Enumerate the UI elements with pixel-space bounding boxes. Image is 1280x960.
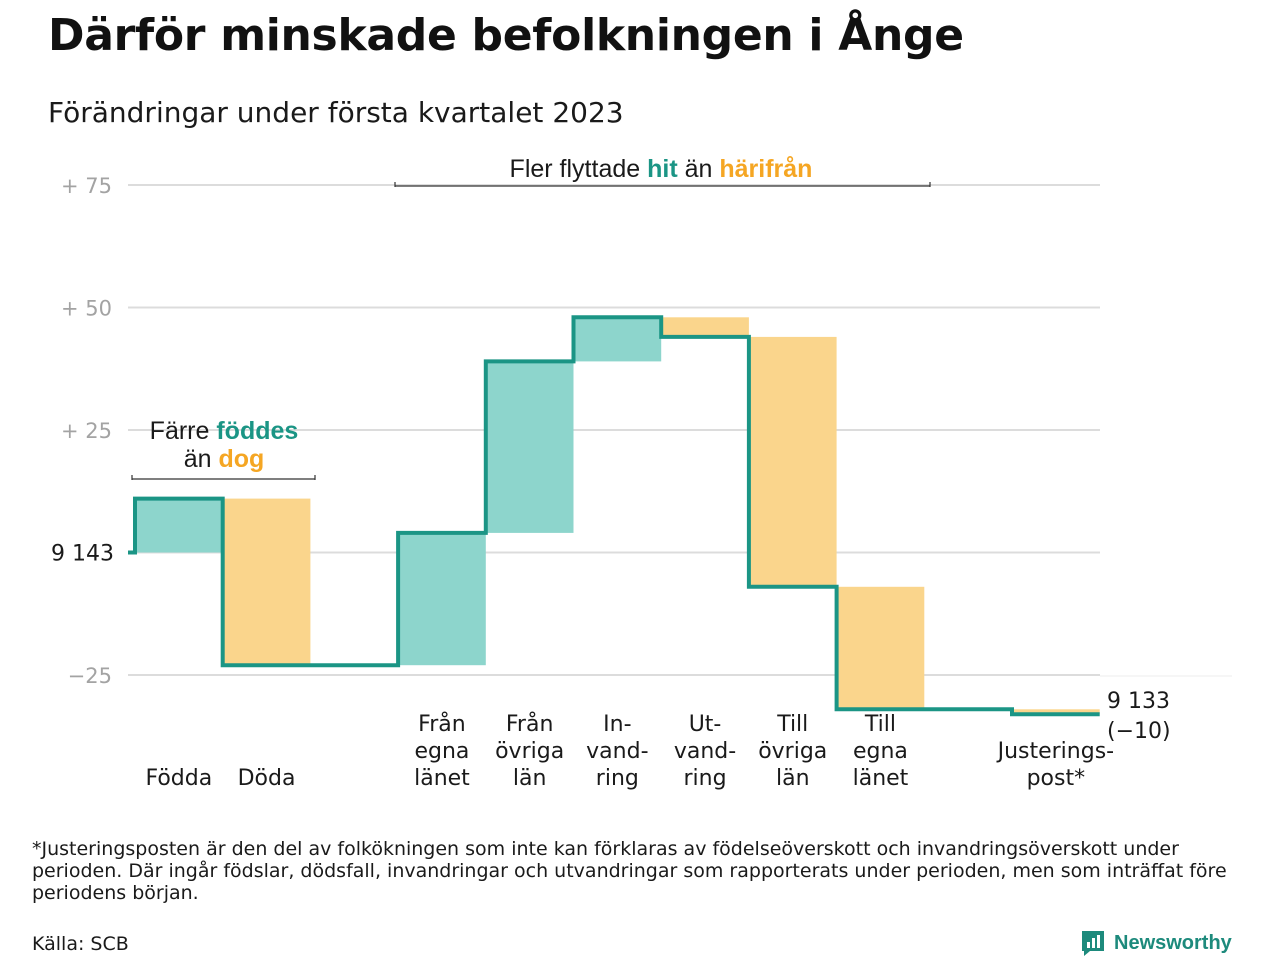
category-label: Justerings-post* [996, 739, 1115, 791]
chart-subtitle: Förändringar under första kvartalet 2023 [48, 96, 624, 129]
footnote: *Justeringsposten är den del av folkökni… [32, 838, 1227, 904]
waterfall-bar [748, 336, 837, 587]
start-value-label: 9 143 [51, 542, 114, 567]
waterfall-bar [485, 361, 574, 533]
label-layer: + 75 + 50 + 25 −25 Födda Döda Från egna länet Frå… [51, 155, 1171, 791]
end-change-label: (−10) [1107, 719, 1171, 744]
y-tick-label: −25 [68, 664, 112, 688]
category-label: Från egna länet [414, 711, 470, 791]
newsworthy-logo-icon [1082, 931, 1104, 956]
category-label: Döda [238, 766, 296, 791]
category-label: In-vand-ring [586, 712, 648, 791]
annotation-migration: Fler flyttade hit än härifrån [510, 155, 813, 183]
y-tick-label: + 75 [61, 174, 112, 198]
waterfall-bar [222, 498, 311, 666]
source-label: Källa: SCB [32, 933, 129, 955]
category-label: Ut-vand-ring [674, 712, 736, 791]
category-label: Från övriga län [495, 711, 564, 791]
category-label: Födda [145, 766, 212, 791]
y-tick-label: + 25 [61, 419, 112, 443]
waterfall-bar [573, 317, 662, 362]
bar-layer [135, 317, 1100, 715]
waterfall-bar [135, 498, 223, 553]
waterfall-bar [1012, 709, 1100, 715]
chart-title: Därför minskade befolkningen i Ånge [48, 10, 964, 61]
y-tick-label: + 50 [61, 297, 112, 321]
waterfall-bar [836, 586, 925, 710]
cumulative-step-line [128, 315, 1100, 717]
line-layer [128, 315, 1100, 717]
brand-name: Newsworthy [1114, 931, 1232, 954]
waterfall-bar [661, 317, 749, 337]
end-value-label: 9 133 [1107, 689, 1170, 714]
brand-logo: Newsworthy [1080, 928, 1232, 958]
waterfall-bar [398, 532, 486, 666]
annotation-births-deaths: Färre föddes än dog [150, 417, 299, 473]
category-label: Till egna länet [853, 712, 909, 791]
category-label: Till övriga län [758, 712, 827, 791]
